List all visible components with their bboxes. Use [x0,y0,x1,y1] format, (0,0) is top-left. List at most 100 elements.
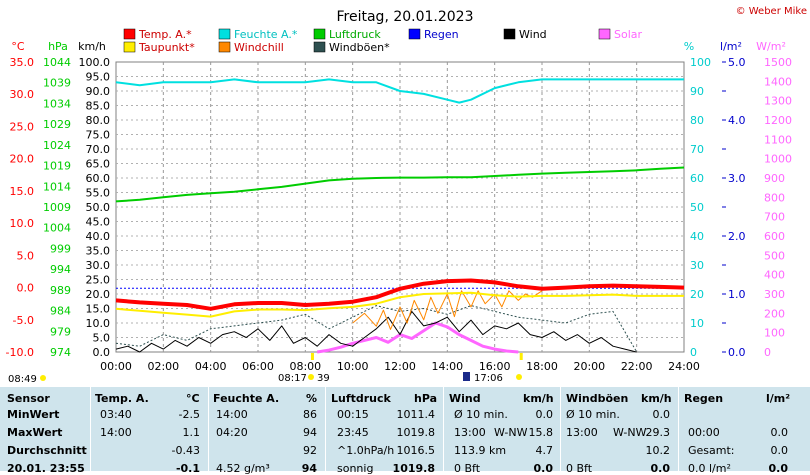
header-humidity: Feuchte A. [213,392,280,405]
temp-time: 03:40 [100,408,132,421]
temp-tick-label: 35.0 [10,56,35,69]
legend-label: Luftdruck [329,28,381,41]
header-wind: Wind [449,392,481,405]
wind-tick-label: 45.0 [86,216,111,229]
pressure-tick-label: 994 [50,263,71,276]
pressure-value: 1019.8 [396,426,436,439]
pressure-tick-label: 1009 [43,201,71,214]
gust-detail: Ø 10 min. [566,408,620,421]
humidity-tick-label: 30 [690,259,704,272]
legend-swatch [503,28,516,40]
table-divider [560,387,561,471]
x-tick-label: 24:00 [668,360,700,373]
pressure-value: 1019.8 [392,462,435,475]
wind-tick-label: 85.0 [86,100,111,113]
sunset-sun-icon [516,374,522,380]
temp-value: -0.1 [175,462,200,475]
sun-marker [310,353,314,360]
gust-detail: 13:00 [566,426,598,439]
wind-tick-label: 35.0 [86,245,111,258]
wind-tick-label: 30.0 [86,259,111,272]
rain-tick-label: 4.0 [728,114,746,127]
rain-tick-label: 5.0 [728,56,746,69]
solar-tick-label: 400 [764,269,785,282]
wind-detail: 113.9 km [454,444,507,457]
pressure-tick-label: 999 [50,242,71,255]
temp-tick-label: 5.0 [17,249,35,262]
pressure-tick-label: 1004 [43,222,71,235]
x-tick-label: 00:00 [100,360,132,373]
humidity-tick-label: 20 [690,288,704,301]
wind-tick-label: 0.0 [93,346,111,359]
x-tick-label: 18:00 [526,360,558,373]
pressure-tick-label: 1019 [43,160,71,173]
row-label: 20.01. 23:55 [7,462,85,475]
humidity-value: 94 [303,426,317,439]
rain-value: 0.0 [768,462,789,475]
chart-title: Freitag, 20.01.2023 [337,9,474,25]
wind-detail: Ø 10 min. [454,408,508,421]
moon-time: 08:49 [8,374,37,385]
pressure-tick-label: 984 [50,305,71,318]
series-temp-a-line [115,278,685,311]
series-windchill-line [352,290,543,330]
solar-tick-label: 100 [764,327,785,340]
wind-tick-label: 100.0 [79,56,111,69]
temp-value: -2.5 [178,408,200,421]
rain-detail: 0.0 l/m² [688,462,731,475]
gust-value: 0.0 [652,408,671,421]
pressure-value: 1016.5 [396,444,436,457]
gust-detail: 0 Bft [566,462,593,475]
humidity-time: 04:20 [216,426,248,439]
temp-tick-label: 25.0 [10,120,35,133]
pressure-tick-label: 1024 [43,139,71,152]
pressure-time: 23:45 [337,426,369,439]
table-divider [90,387,91,471]
solar-tick-label: 700 [764,211,785,224]
legend-label: Wind [519,28,547,41]
wind-value: 0.0 [535,408,554,421]
legend-swatch [218,28,231,40]
legend-swatch [123,41,136,53]
humidity-value: 86 [303,408,317,421]
sun-marker [519,353,523,360]
pressure-tick-label: 974 [50,346,71,359]
humidity-tick-label: 90 [690,85,704,98]
wind-tick-label: 75.0 [86,129,111,142]
solar-tick-label: 500 [764,249,785,262]
x-tick-label: 22:00 [621,360,653,373]
pressure-tick-label: 979 [50,325,71,338]
wind-tick-label: 95.0 [86,71,111,84]
rain-value: 0.0 [770,426,789,439]
solar-tick-label: 1100 [764,133,792,146]
series-layer [115,78,685,354]
header-temp: Temp. A. [95,392,149,405]
legend-swatch [218,41,231,53]
axis-unit-label: °C [11,40,25,53]
series-feuchte-a-line [115,78,684,104]
weather-chart: 35.030.025.020.015.010.05.00.0-5.0-10.01… [5,6,807,385]
solar-tick-label: 800 [764,191,785,204]
legend-label: Windböen* [329,41,390,54]
wind-detail: 0 Bft [454,462,481,475]
legend-label: Taupunkt* [138,41,195,54]
sunrise-extra: 39 [317,373,330,384]
legend-label: Regen [424,28,459,41]
wind-tick-label: 65.0 [86,158,111,171]
header-pressure-unit: hPa [414,392,438,405]
x-tick-label: 06:00 [242,360,274,373]
series-taupunkt-line [115,291,684,318]
humidity-tick-label: 10 [690,317,704,330]
legend-swatch [313,41,326,53]
sunset-time: 17:06 [474,373,503,384]
gust-direction: W-NW [613,426,647,439]
solar-tick-label: 200 [764,307,785,320]
humidity-value: 92 [303,444,317,457]
sunrise-icon [308,374,314,380]
wind-tick-label: 70.0 [86,143,111,156]
wind-tick-label: 50.0 [86,201,111,214]
legend-swatch [408,28,421,40]
wind-tick-label: 25.0 [86,274,111,287]
table-divider [443,387,444,471]
rain-tick-label: 2.0 [728,230,746,243]
